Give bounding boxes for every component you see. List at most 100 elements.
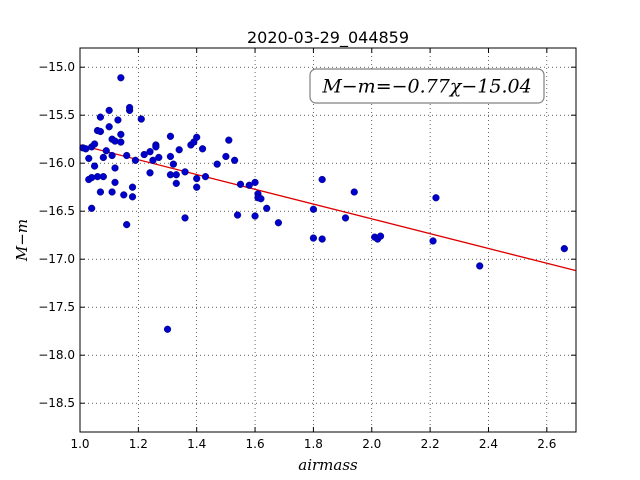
data-point: [108, 188, 116, 196]
data-point: [90, 162, 99, 170]
data-point: [225, 136, 233, 144]
data-point: [123, 221, 131, 229]
x-tick-label: 2.0: [362, 437, 381, 451]
y-tick-label: −18.5: [38, 396, 75, 410]
data-point: [85, 154, 93, 163]
y-tick-label: −17.0: [38, 252, 75, 266]
x-tick-label: 2.4: [479, 437, 498, 451]
data-point: [166, 132, 175, 140]
data-point: [108, 151, 116, 160]
data-point: [181, 214, 189, 222]
data-point: [117, 74, 125, 82]
data-point: [341, 214, 350, 222]
data-point: [117, 138, 125, 146]
data-point: [181, 168, 189, 176]
axis-ticks: 1.0 1.2 1.4 1.6 1.8 2.0 2.2 2.4 2.6 −15.0 −15.5 −16…: [38, 48, 576, 451]
data-point: [146, 148, 154, 156]
data-point: [117, 130, 125, 139]
data-point: [318, 175, 326, 184]
data-point: [102, 147, 110, 155]
data-point: [111, 164, 119, 172]
data-point: [90, 140, 99, 148]
data-point: [233, 211, 242, 219]
data-point: [96, 127, 105, 136]
data-point: [198, 145, 207, 153]
data-point: [257, 195, 265, 203]
data-point: [251, 178, 259, 187]
data-point: [274, 219, 283, 227]
data-point: [155, 153, 163, 162]
x-tick-label: 1.2: [129, 437, 148, 451]
data-point: [149, 156, 157, 164]
data-point: [231, 156, 239, 164]
data-point: [172, 171, 180, 179]
fit-equation-text: M−m=−0.77χ−15.04: [321, 76, 531, 98]
y-tick-label: −16.5: [38, 204, 75, 218]
grid: [79, 48, 576, 432]
fit-line-group: [79, 144, 577, 272]
plot-frame: [79, 47, 577, 433]
data-point: [193, 133, 201, 141]
data-point: [105, 123, 113, 131]
data-point: [309, 234, 318, 242]
data-point: [432, 194, 440, 202]
fit-equation-annotation: M−m=−0.77χ−15.04: [309, 68, 545, 104]
data-point: [128, 193, 137, 201]
data-point: [476, 262, 484, 270]
y-tick-label: −15.5: [38, 108, 75, 122]
data-point: [169, 160, 177, 168]
data-point: [560, 245, 568, 253]
data-point: [137, 115, 145, 123]
data-point: [376, 232, 385, 240]
data-point: [201, 173, 210, 181]
data-point: [99, 173, 107, 181]
data-point: [140, 150, 148, 159]
fit-line: [79, 144, 577, 272]
y-tick-label: −18.0: [38, 348, 75, 362]
data-point: [126, 103, 134, 112]
data-point: [96, 113, 105, 121]
annotation-box: [309, 68, 545, 104]
data-point: [245, 181, 253, 189]
data-points: [79, 74, 568, 333]
data-point: [123, 151, 131, 160]
data-point: [120, 191, 128, 199]
data-point: [111, 178, 119, 187]
data-point: [114, 116, 122, 124]
x-tick-label: 1.4: [187, 437, 206, 451]
data-point: [166, 152, 175, 161]
data-point: [309, 205, 318, 213]
x-tick-label: 1.6: [246, 437, 265, 451]
data-point: [429, 237, 437, 245]
y-tick-label: −15.0: [38, 60, 75, 74]
y-tick-label: −17.5: [38, 300, 75, 314]
data-point: [236, 180, 245, 188]
data-point: [96, 188, 105, 196]
data-point: [99, 153, 107, 162]
x-tick-label: 2.6: [537, 437, 556, 451]
chart-title: 2020-03-29_044859: [247, 28, 409, 48]
data-point: [263, 204, 271, 212]
x-tick-label: 1.8: [304, 437, 323, 451]
data-point: [175, 146, 183, 154]
data-point: [350, 188, 358, 196]
x-axis-label: airmass: [298, 456, 358, 474]
data-point: [251, 212, 259, 220]
data-point: [222, 152, 230, 161]
data-point: [193, 183, 201, 191]
data-point: [193, 174, 201, 183]
y-tick-label: −16.0: [38, 156, 75, 170]
data-point: [131, 156, 140, 164]
data-point: [318, 235, 326, 243]
data-point: [152, 143, 160, 151]
y-axis-label: M−m: [13, 219, 31, 262]
data-point: [172, 179, 180, 187]
data-point: [88, 204, 96, 212]
x-tick-label: 2.2: [421, 437, 440, 451]
data-point: [163, 325, 172, 333]
data-point: [105, 106, 113, 115]
data-point: [128, 183, 137, 191]
data-point: [213, 160, 221, 168]
x-tick-label: 1.0: [70, 437, 89, 451]
